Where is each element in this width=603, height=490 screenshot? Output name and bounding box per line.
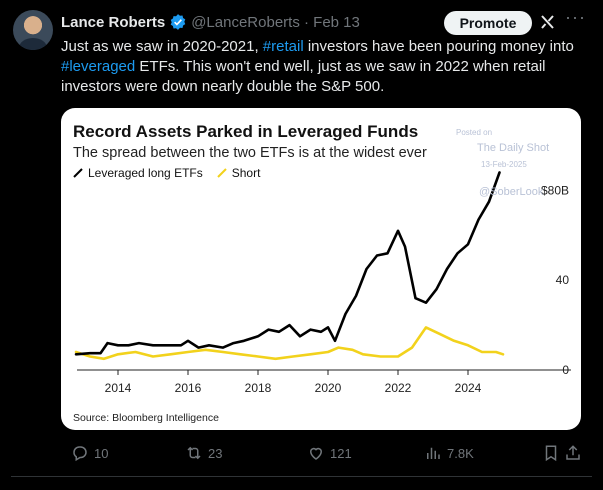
x-tick-label: 2022: [385, 381, 412, 395]
views-button[interactable]: 7.8K: [424, 441, 474, 465]
y-tick-label: 40: [556, 273, 570, 287]
legend-short-swatch: [217, 168, 227, 178]
y-tick-label: $80B: [541, 183, 569, 197]
like-count: 121: [330, 445, 352, 461]
more-options-icon[interactable]: ···: [565, 7, 586, 27]
chart-image[interactable]: 2014 2016 2018 2020 2022 2024 $80B 40 0 Posted o…: [61, 108, 581, 430]
legend-long-label: Leveraged long ETFs: [88, 166, 203, 180]
like-button[interactable]: 121: [307, 441, 352, 465]
action-bar: 10 23 121 7.8K: [61, 441, 581, 465]
watermark-posted-on: Posted on: [456, 128, 493, 137]
watermark-source: The Daily Shot: [477, 142, 550, 154]
legend-long-swatch: [73, 168, 83, 178]
share-icon: [566, 445, 580, 460]
divider: [11, 476, 592, 477]
post-text-part: Just as we saw in 2020-2021,: [61, 38, 263, 55]
x-tick-label: 2024: [455, 381, 482, 395]
bookmark-button[interactable]: [542, 441, 565, 465]
post-header: Lance Roberts @LanceRoberts · Feb 13: [61, 12, 360, 32]
repost-count: 23: [208, 445, 223, 461]
reply-count: 10: [94, 445, 109, 461]
author-name[interactable]: Lance Roberts: [61, 13, 166, 31]
chart-subtitle: The spread between the two ETFs is at th…: [73, 145, 427, 161]
repost-button[interactable]: 23: [185, 441, 222, 465]
bookmark-icon: [545, 445, 557, 462]
hashtag-retail[interactable]: #retail: [262, 38, 304, 55]
grok-icon[interactable]: [539, 13, 557, 31]
hashtag-leveraged[interactable]: #leveraged: [61, 58, 136, 75]
views-count: 7.8K: [447, 445, 474, 461]
avatar[interactable]: [13, 10, 53, 50]
tweet-post: Lance Roberts @LanceRoberts · Feb 13 Pro…: [11, 0, 592, 477]
line-chart: 2014 2016 2018 2020 2022 2024 $80B 40 0: [74, 171, 571, 395]
watermark-date: 13-Feb-2025: [481, 160, 527, 169]
chart-source: Source: Bloomberg Intelligence: [73, 412, 219, 424]
handle-and-date[interactable]: @LanceRoberts · Feb 13: [191, 13, 360, 31]
post-text: Just as we saw in 2020-2021, #retail inv…: [61, 37, 581, 97]
watermark-handle: @SoberLook: [479, 186, 544, 198]
promote-button[interactable]: Promote: [444, 11, 532, 35]
verified-badge-icon: [170, 14, 186, 30]
legend-short-label: Short: [231, 166, 261, 180]
views-icon: [427, 447, 440, 459]
post-text-part: investors have been pouring money into: [303, 38, 574, 55]
x-tick-label: 2016: [175, 381, 202, 395]
chart-legend: Leveraged long ETFs Short: [73, 166, 260, 180]
repost-icon: [187, 446, 201, 460]
series-line-leveraged-long: [74, 171, 501, 356]
share-button[interactable]: [564, 441, 587, 465]
x-tick-label: 2020: [315, 381, 342, 395]
post-text-part: ETFs. This won't end well, just as we sa…: [61, 58, 546, 95]
reply-icon: [73, 446, 87, 462]
series-line-short: [74, 326, 505, 361]
chart-title: Record Assets Parked in Leveraged Funds: [73, 122, 419, 141]
x-tick-label: 2014: [105, 381, 132, 395]
reply-button[interactable]: 10: [71, 441, 108, 465]
y-tick-label: 0: [562, 363, 569, 377]
x-tick-label: 2018: [245, 381, 272, 395]
heart-icon: [309, 447, 323, 460]
